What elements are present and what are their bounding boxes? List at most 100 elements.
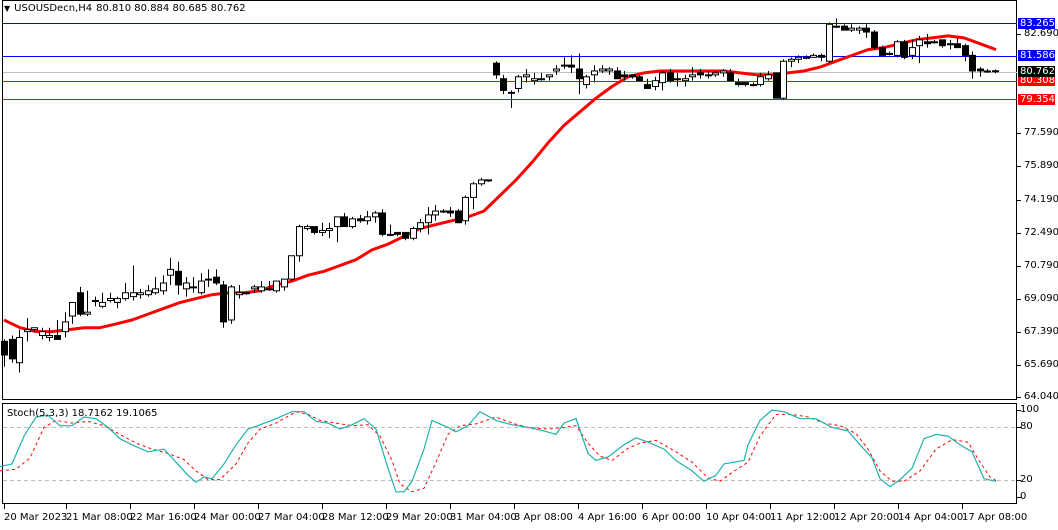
candle[interactable]: [243, 292, 250, 295]
candle[interactable]: [546, 74, 553, 81]
candle[interactable]: [576, 53, 583, 95]
candle[interactable]: [538, 72, 545, 81]
candle[interactable]: [432, 205, 439, 221]
candle[interactable]: [969, 51, 976, 79]
chart-title-bar[interactable]: ▼ USOUSDecn,H4 80.810 80.884 80.685 80.7…: [4, 3, 246, 14]
candle[interactable]: [24, 318, 31, 342]
candle[interactable]: [236, 284, 243, 299]
candle[interactable]: [440, 209, 447, 213]
candle[interactable]: [16, 329, 23, 373]
candle[interactable]: [531, 72, 538, 85]
candle[interactable]: [818, 53, 825, 62]
candle[interactable]: [273, 280, 280, 293]
candle[interactable]: [394, 231, 401, 237]
candle[interactable]: [667, 69, 674, 83]
candle[interactable]: [697, 69, 704, 79]
candle[interactable]: [712, 70, 719, 77]
candle[interactable]: [742, 82, 749, 87]
candle[interactable]: [84, 290, 91, 317]
candle[interactable]: [258, 281, 265, 293]
candle[interactable]: [160, 275, 167, 295]
candle[interactable]: [833, 18, 840, 29]
candle[interactable]: [364, 211, 371, 225]
candle[interactable]: [901, 39, 908, 60]
candle[interactable]: [266, 281, 273, 291]
candle[interactable]: [583, 74, 590, 89]
candle[interactable]: [122, 283, 129, 301]
candle[interactable]: [478, 177, 485, 186]
candle[interactable]: [251, 284, 258, 293]
candle[interactable]: [326, 222, 333, 239]
candle[interactable]: [606, 67, 613, 75]
candle[interactable]: [879, 45, 886, 56]
candle[interactable]: [145, 284, 152, 297]
candle[interactable]: [167, 257, 174, 285]
candle[interactable]: [190, 277, 197, 293]
candle[interactable]: [54, 319, 61, 340]
candle[interactable]: [553, 65, 560, 75]
candle[interactable]: [470, 181, 477, 210]
candle[interactable]: [357, 214, 364, 223]
candle[interactable]: [826, 22, 833, 64]
candle[interactable]: [841, 24, 848, 31]
candle[interactable]: [69, 301, 76, 324]
candle[interactable]: [410, 226, 417, 241]
candle[interactable]: [931, 39, 938, 44]
candle[interactable]: [871, 30, 878, 50]
candle[interactable]: [848, 24, 855, 33]
candle[interactable]: [137, 288, 144, 299]
candle[interactable]: [455, 209, 462, 224]
candle[interactable]: [379, 209, 386, 237]
candle[interactable]: [773, 72, 780, 99]
candle[interactable]: [175, 261, 182, 295]
candle[interactable]: [689, 67, 696, 81]
candle[interactable]: [341, 212, 348, 228]
candle[interactable]: [750, 82, 757, 87]
candle[interactable]: [508, 90, 515, 108]
candle[interactable]: [909, 39, 916, 60]
candle[interactable]: [417, 218, 424, 233]
candle[interactable]: [152, 277, 159, 295]
candle[interactable]: [644, 78, 651, 89]
candle[interactable]: [425, 207, 432, 235]
candle[interactable]: [493, 61, 500, 79]
candle[interactable]: [281, 278, 288, 291]
candle[interactable]: [591, 65, 598, 83]
candle[interactable]: [46, 327, 53, 342]
candle[interactable]: [402, 231, 409, 241]
candle[interactable]: [462, 195, 469, 225]
candle[interactable]: [788, 57, 795, 68]
candle[interactable]: [114, 296, 121, 309]
triangle-down-icon[interactable]: ▼: [4, 4, 11, 13]
candle[interactable]: [924, 33, 931, 48]
candle[interactable]: [523, 69, 530, 83]
candle[interactable]: [992, 69, 999, 74]
candle[interactable]: [682, 74, 689, 87]
candle[interactable]: [319, 222, 326, 237]
candle[interactable]: [311, 226, 318, 235]
candle[interactable]: [228, 284, 235, 324]
candle[interactable]: [954, 37, 961, 49]
candle[interactable]: [1, 339, 8, 367]
candle[interactable]: [727, 69, 734, 82]
candle[interactable]: [705, 70, 712, 79]
candle[interactable]: [62, 312, 69, 338]
candle[interactable]: [629, 74, 636, 79]
candle[interactable]: [205, 269, 212, 287]
candle[interactable]: [107, 292, 114, 303]
candle[interactable]: [795, 55, 802, 64]
candle[interactable]: [130, 265, 137, 301]
candle[interactable]: [780, 59, 787, 101]
candlesticks[interactable]: [1, 18, 999, 373]
candle[interactable]: [500, 74, 507, 95]
candle[interactable]: [387, 224, 394, 237]
candle[interactable]: [947, 39, 954, 50]
candle[interactable]: [863, 24, 870, 38]
candle[interactable]: [99, 292, 106, 309]
candle[interactable]: [757, 72, 764, 87]
candle[interactable]: [92, 296, 99, 307]
candle[interactable]: [856, 26, 863, 34]
candle[interactable]: [304, 224, 311, 231]
candle[interactable]: [984, 69, 991, 73]
